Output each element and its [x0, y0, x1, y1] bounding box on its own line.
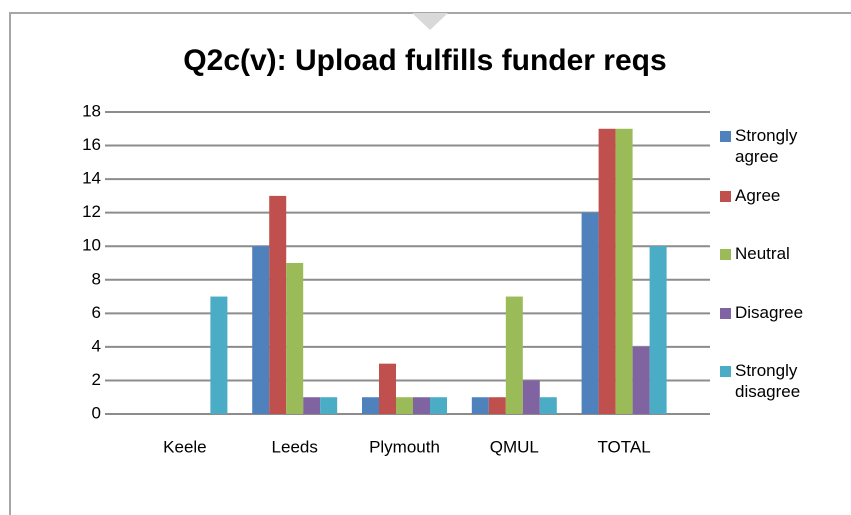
legend-label: Disagree	[735, 303, 804, 322]
bar	[379, 363, 396, 414]
legend-item: Neutral	[735, 244, 790, 263]
bar	[539, 397, 557, 414]
notch	[412, 13, 448, 30]
legend-swatch	[720, 191, 731, 202]
y-tick-label: 18	[82, 101, 101, 120]
bar	[505, 296, 523, 414]
legend-label: Agree	[735, 186, 781, 205]
legend-item: Agree	[735, 186, 781, 205]
bar	[581, 212, 599, 414]
bar	[430, 397, 447, 414]
chart-title: Q2c(v): Upload fulfills funder reqs	[183, 44, 666, 77]
x-tick-label: Plymouth	[369, 437, 440, 456]
x-tick-label: TOTAL	[597, 437, 650, 456]
bar	[210, 296, 228, 414]
bar	[522, 380, 540, 414]
y-tick-label: 10	[82, 236, 101, 255]
bar	[649, 246, 667, 414]
bar	[413, 397, 430, 414]
y-tick-label: 12	[82, 202, 101, 221]
y-tick-label: 4	[92, 336, 101, 355]
legend-label: Strongly disagree	[735, 361, 801, 401]
x-tick-label: Leeds	[272, 437, 318, 456]
y-tick-label: 14	[82, 169, 101, 188]
legend-label: Neutral	[735, 244, 790, 263]
bar	[362, 397, 379, 414]
bar	[598, 128, 616, 414]
bar	[286, 263, 304, 414]
bar	[252, 246, 270, 414]
frame	[9, 12, 851, 515]
bar	[632, 346, 650, 414]
y-tick-label: 6	[92, 303, 101, 322]
legend-swatch	[720, 131, 731, 142]
bar	[615, 128, 633, 414]
bar	[320, 397, 338, 414]
legend-swatch	[720, 249, 731, 260]
legend-swatch	[720, 308, 731, 319]
x-tick-label: QMUL	[490, 437, 539, 456]
bar	[303, 397, 321, 414]
legend-label: Strongly agree	[735, 126, 798, 166]
legend-item: Strongly disagree	[735, 361, 801, 401]
y-tick-label: 0	[92, 403, 101, 422]
legend-item: Strongly agree	[735, 126, 798, 166]
y-tick-label: 2	[92, 370, 101, 389]
y-tick-label: 8	[92, 269, 101, 288]
legend-swatch	[720, 366, 731, 377]
x-tick-label: Keele	[163, 437, 206, 456]
legend-item: Disagree	[735, 303, 804, 322]
bar	[396, 397, 413, 414]
bar	[488, 397, 506, 414]
bar	[269, 195, 287, 414]
bar	[471, 397, 489, 414]
y-tick-label: 16	[82, 135, 101, 154]
